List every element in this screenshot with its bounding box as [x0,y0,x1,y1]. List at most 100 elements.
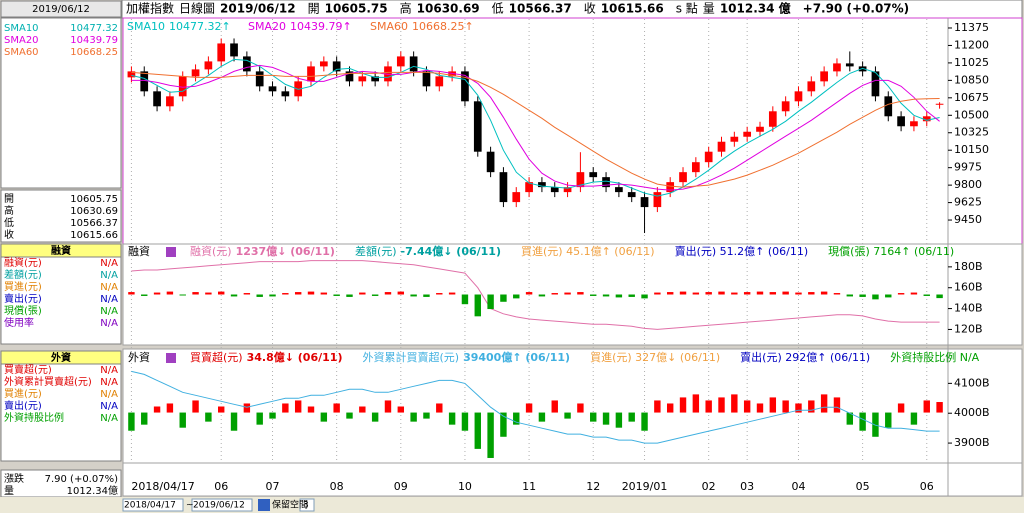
sidebar-quote-box [0,189,122,243]
bar [846,412,853,425]
bar [141,412,148,425]
candle-body [627,192,636,198]
bar [910,292,918,295]
y-tick-label: 10150 [954,143,989,156]
bar [590,294,597,296]
group-row-value: N/A [100,377,118,388]
legend-extra: 現償(張) 7164↑ (06/11) [828,244,954,258]
bar [577,403,584,413]
foreign-panel [122,348,1023,464]
group-title: 融資 [51,244,71,257]
legend-extra: 賣出(元) 51.2億↑ (06/11) [675,244,809,258]
bar [923,294,930,296]
reserve-input[interactable] [299,498,315,512]
bar [218,291,225,295]
bar [936,402,943,413]
bar [641,294,648,299]
candle-body [897,116,905,127]
candle-body [268,86,277,92]
group-row-label: 買進(元) [4,388,42,400]
candle-body [319,61,328,67]
bar [538,412,546,422]
x-tick-label: 02 [702,480,716,493]
bar [795,292,802,295]
bar [897,293,905,295]
group-row-label: 使用率 [4,316,34,329]
x-tick-label: 06 [920,480,934,493]
sidebar-date: 2019/06/12 [32,4,90,15]
candle-body [153,91,161,107]
candle-body [281,91,290,97]
candle-body [756,126,764,132]
candle-body [743,131,752,137]
legend-value: 1237億↓ (06/11) [236,244,335,258]
bar [205,292,212,295]
y-tick-label: 11025 [954,56,989,69]
bar [872,412,879,437]
reserve-label: 保留空間 [272,499,308,511]
ma-name: SMA60 [4,47,39,58]
bar [282,293,289,295]
bar [718,291,725,295]
bar [705,400,712,413]
y-tick-label: 10850 [954,73,989,86]
footer-value: 7.90 (+0.07%) [45,474,118,485]
quote-label: 低 [4,216,14,229]
candle-body [653,192,662,208]
legend-name: 融資(元) [190,245,232,258]
price-panel [122,17,1023,245]
group-row-label: 差額(元) [4,268,42,281]
bar [436,293,443,295]
header-item: 10630.69 [417,2,480,16]
from-date: 2018/04/17 [124,501,176,511]
candle-body [550,187,559,193]
group-row-label: 現償(張) [4,304,42,317]
candle-body [576,172,585,188]
bar [128,412,135,431]
candle-body [473,101,482,152]
reserve-icon[interactable] [258,499,270,511]
bar [859,412,866,431]
bar [192,292,199,295]
bar [192,400,199,413]
y-tick-label: 11200 [954,38,989,51]
to-input[interactable] [191,498,253,512]
bar [910,412,918,425]
x-tick-label: 11 [522,480,536,493]
x-tick-label: 06 [214,480,228,493]
bar [294,400,302,413]
candle-body [589,172,598,178]
candle-body [730,136,739,142]
line [131,370,940,444]
candle-body [204,61,213,70]
group-row-label: 賣出(元) [4,292,42,305]
candle-body [486,151,495,173]
from-input[interactable] [122,498,184,512]
bar [795,403,802,413]
bar [525,292,533,295]
bar [346,412,353,419]
candle-body [717,141,726,152]
legend-value: -7.44億↓ (06/11) [401,244,501,258]
sidebar-ma-box [0,17,122,189]
bar [500,294,507,302]
legend-value: 10668.25↑ [412,20,474,33]
legend-name: 外資累計買賣超(元) [362,350,459,364]
candle-body [345,71,354,82]
x-tick-label: 2018/04/17 [131,480,194,493]
group-row-label: 融資(元) [4,257,42,269]
x-tick-label: 10 [458,480,472,493]
bar [833,397,841,413]
candle-body [704,151,713,163]
candle-body [512,192,521,203]
candle-body [422,71,431,87]
bar [782,291,789,295]
header-item: 日線圖 [179,1,215,16]
bar [128,292,135,295]
legend-extra: 外資持股比例 N/A [890,350,979,364]
candle-body [332,61,341,72]
candle-body [127,71,136,78]
bar [590,412,597,422]
candle-body [602,177,610,188]
